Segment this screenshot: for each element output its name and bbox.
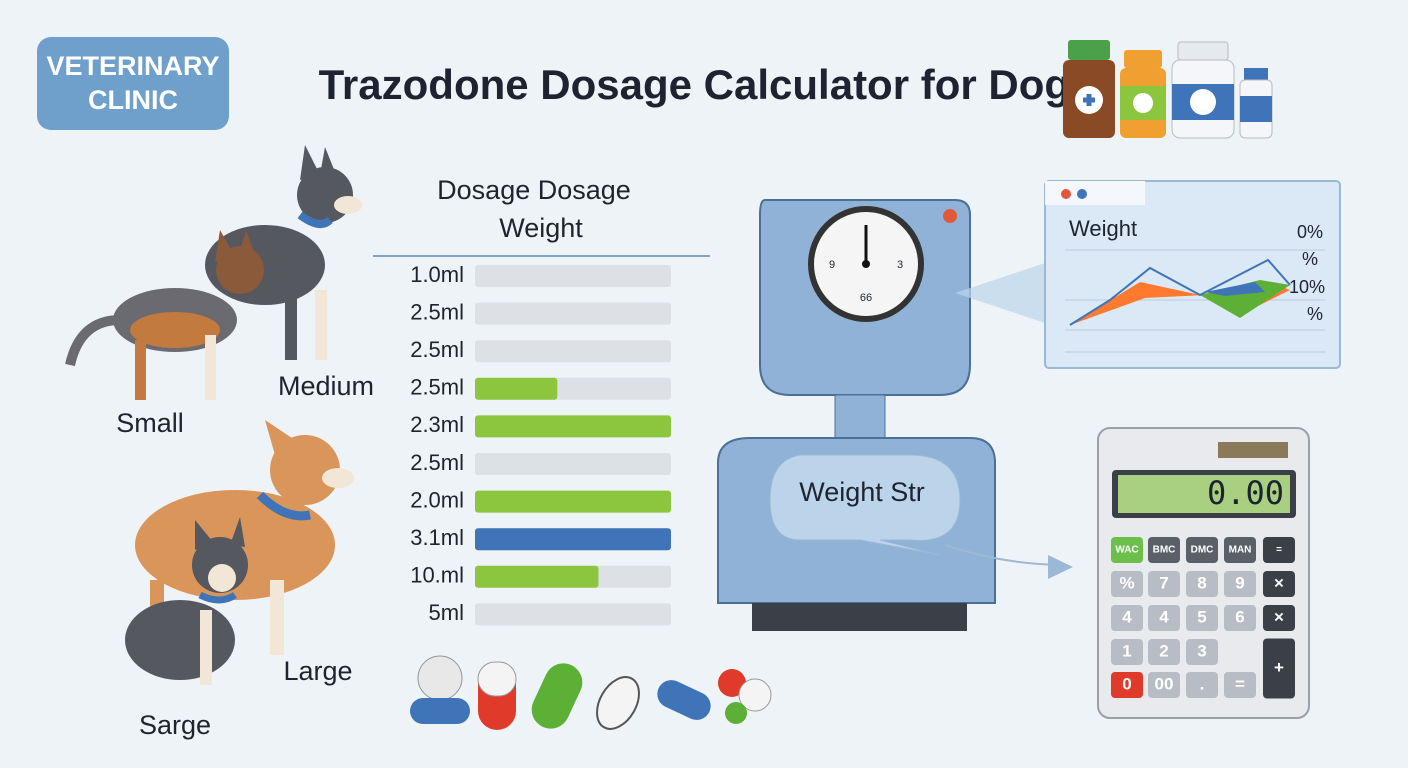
calculator-key[interactable] [1263, 571, 1295, 597]
calculator-key-label: × [1274, 607, 1284, 626]
dial-number: 3 [897, 259, 903, 271]
calculator-key[interactable] [1263, 537, 1295, 563]
chart-window-label: 10% [1289, 277, 1325, 297]
calculator-key[interactable] [1111, 639, 1143, 665]
calculator-key[interactable] [1148, 672, 1180, 698]
bar-track [475, 302, 671, 325]
bar [475, 528, 671, 551]
calculator-key-label: 2 [1159, 641, 1168, 660]
dial-number: 9 [829, 259, 835, 271]
bar [475, 490, 671, 513]
calculator-key-label: DMC [1191, 545, 1214, 556]
calculator-display: 0.00 [1207, 474, 1284, 512]
dog-illustrations [65, 145, 362, 685]
calculator-key-label: 0 [1122, 674, 1131, 693]
row-label: 5ml [429, 600, 464, 625]
calculator-key-label: = [1235, 674, 1245, 693]
scale-bubble-text: Weight Str [799, 477, 925, 507]
calculator-key[interactable] [1111, 672, 1143, 698]
calculator-key[interactable] [1186, 605, 1218, 631]
row-label: 2.5ml [410, 375, 464, 400]
bar-track [475, 340, 671, 363]
bottles [1063, 40, 1273, 139]
calculator-key-label: % [1119, 573, 1134, 592]
calculator-key-label: BMC [1153, 545, 1176, 556]
badge-line: CLINIC [88, 85, 178, 115]
calculator-key-label: 1 [1122, 641, 1131, 660]
row-label: 2.0ml [410, 487, 464, 512]
row-label: 2.5ml [410, 450, 464, 475]
row-label: 2.5ml [410, 337, 464, 362]
calculator-key-label: = [1276, 545, 1282, 556]
dog-label: Medium [278, 371, 374, 401]
calculator-key[interactable] [1148, 639, 1180, 665]
scale [717, 199, 1073, 631]
calculator-key[interactable] [1186, 639, 1218, 665]
dosage-rows: 1.0ml 2.5ml 2.5ml 2.5ml 2.3ml 2.5ml 2.0ml 3.1ml… [410, 262, 671, 626]
chart-window-title: Weight [1069, 216, 1137, 241]
calculator-key[interactable] [1111, 537, 1143, 563]
row-label: 2.5ml [410, 299, 464, 324]
chart-window-label: 0% [1297, 222, 1323, 242]
bar [475, 377, 558, 400]
calculator-key-label: 9 [1235, 573, 1244, 592]
calculator-key[interactable] [1186, 571, 1218, 597]
row-label: 2.3ml [410, 412, 464, 437]
table-header: Weight [499, 213, 583, 243]
calculator-key-label: 8 [1197, 573, 1206, 592]
calculator-key[interactable] [1148, 605, 1180, 631]
calculator-key-label: 5 [1197, 607, 1206, 626]
calculator-key[interactable] [1186, 672, 1218, 698]
row-label: 3.1ml [410, 525, 464, 550]
table-header: Dosage Dosage [437, 175, 631, 205]
calculator-keys: WAC BMC DMC MAN =% 7 8 9 ×4 4 5 6 ×1 2 3+0 00. = [1111, 537, 1295, 699]
calculator-key-label: 4 [1159, 607, 1169, 626]
calculator-key[interactable] [1224, 672, 1256, 698]
dial-number: 66 [860, 292, 872, 304]
bar-track [475, 603, 671, 626]
calculator-key-label: + [1274, 658, 1284, 677]
calculator-key[interactable] [1111, 571, 1143, 597]
calculator-key-label: WAC [1115, 545, 1138, 556]
calculator-key-label: 3 [1197, 641, 1206, 660]
calculator-key-label: . [1200, 674, 1205, 693]
badge [37, 37, 229, 130]
dog-label: Small [116, 408, 184, 438]
row-label: 10.ml [410, 563, 464, 588]
chart-window-label: % [1307, 304, 1323, 324]
calculator-key-label: × [1274, 573, 1284, 592]
calculator-key[interactable] [1263, 638, 1295, 699]
calculator-key-label: 6 [1235, 607, 1244, 626]
title: Trazodone Dosage Calculator for Dogs [319, 61, 1094, 108]
bar-track [475, 453, 671, 475]
calculator-key[interactable] [1224, 537, 1256, 563]
calculator-key-label: 00 [1155, 674, 1174, 693]
calculator-key[interactable] [1111, 605, 1143, 631]
row-label: 1.0ml [410, 262, 464, 287]
pills [410, 655, 772, 730]
calculator-key-label: 7 [1159, 573, 1168, 592]
badge-line: VETERINARY [46, 51, 219, 81]
chart-window [1044, 180, 1341, 369]
calculator-key[interactable] [1263, 605, 1295, 631]
dog-label: Large [283, 656, 352, 686]
bar-track [475, 265, 671, 287]
calculator-key-label: 4 [1122, 607, 1132, 626]
calculator-key[interactable] [1148, 571, 1180, 597]
calculator-key[interactable] [1148, 537, 1180, 563]
chart-window-label: % [1302, 249, 1318, 269]
bar [475, 565, 599, 588]
calculator-key[interactable] [1224, 571, 1256, 597]
calculator-key[interactable] [1224, 605, 1256, 631]
dog-label: Sarge [139, 710, 211, 740]
calculator-key[interactable] [1186, 537, 1218, 563]
bar [475, 415, 671, 438]
calculator-key-label: MAN [1229, 545, 1252, 556]
